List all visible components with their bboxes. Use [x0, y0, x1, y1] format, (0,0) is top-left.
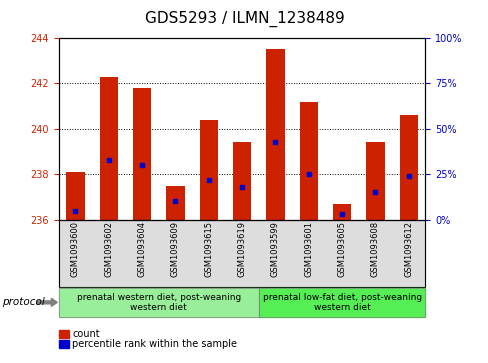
- Bar: [366, 142, 384, 220]
- Bar: [265, 49, 284, 220]
- Bar: [166, 185, 184, 220]
- Bar: [332, 204, 350, 220]
- Text: protocol: protocol: [2, 297, 45, 307]
- Text: percentile rank within the sample: percentile rank within the sample: [72, 339, 237, 349]
- Bar: [66, 172, 84, 220]
- Bar: [133, 88, 151, 220]
- Bar: [199, 120, 218, 220]
- Text: prenatal low-fat diet, post-weaning
western diet: prenatal low-fat diet, post-weaning west…: [262, 293, 421, 312]
- Text: prenatal western diet, post-weaning
western diet: prenatal western diet, post-weaning west…: [77, 293, 240, 312]
- Bar: [232, 142, 251, 220]
- Bar: [299, 102, 317, 220]
- Bar: [100, 77, 118, 220]
- Bar: [399, 115, 417, 220]
- Text: GDS5293 / ILMN_1238489: GDS5293 / ILMN_1238489: [144, 11, 344, 27]
- Text: count: count: [72, 329, 100, 339]
